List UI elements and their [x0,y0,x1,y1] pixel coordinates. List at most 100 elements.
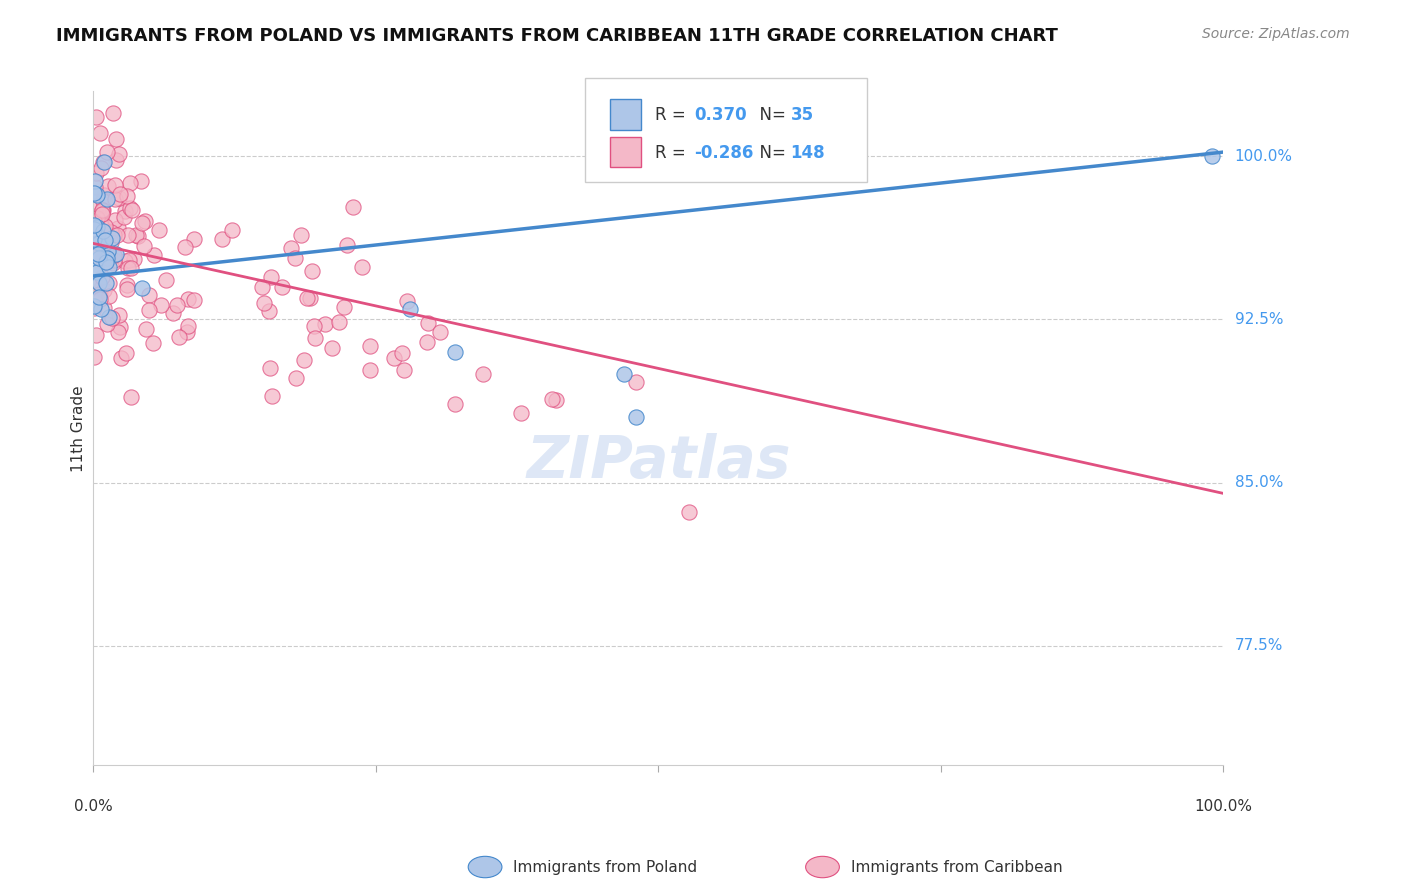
Point [89,292,111,306]
Point [93,283,115,297]
Point [98,248,121,262]
Point [336,238,359,252]
Point [82,219,104,233]
Point [166,298,188,312]
Point [107,221,129,235]
Point [259,304,281,318]
Point [96,192,118,206]
Point [624,376,647,390]
Point [429,326,451,340]
Point [86,219,108,233]
Point [87,247,110,261]
Point [100,225,122,239]
Point [104,213,127,227]
Point [90,207,112,221]
Point [87,290,110,304]
Point [138,302,160,317]
Point [96,318,118,332]
Point [83,222,105,236]
Point [93,233,115,247]
Point [84,199,107,213]
Point [143,248,166,262]
Point [101,231,124,245]
Point [624,410,647,425]
Point [97,252,120,267]
Point [108,191,131,205]
Point [87,207,110,221]
Point [135,322,157,336]
Point [304,319,326,334]
Point [108,319,131,334]
Point [84,110,107,124]
Point [290,227,312,242]
Text: -0.286: -0.286 [695,144,754,161]
Text: Immigrants from Poland: Immigrants from Poland [513,860,697,874]
Point [98,226,121,240]
Point [125,227,148,242]
Point [395,293,418,308]
Point [105,132,128,146]
Point [108,187,131,202]
Point [83,186,105,201]
Point [105,228,128,243]
Point [131,216,153,230]
Point [173,240,195,254]
Point [105,247,128,261]
Point [91,202,114,217]
Point [90,301,112,316]
Point [295,291,318,305]
Point [103,253,125,268]
Point [93,301,115,316]
Point [510,406,533,420]
Point [176,325,198,339]
Point [86,265,108,279]
Text: IMMIGRANTS FROM POLAND VS IMMIGRANTS FROM CARIBBEAN 11TH GRADE CORRELATION CHART: IMMIGRANTS FROM POLAND VS IMMIGRANTS FRO… [56,27,1059,45]
Point [398,301,420,316]
Point [83,218,105,232]
FancyBboxPatch shape [585,78,868,182]
Point [221,223,243,237]
Point [108,308,131,322]
Point [280,241,302,255]
Point [90,212,112,227]
Point [120,391,142,405]
Point [114,204,136,219]
Point [98,260,121,274]
Point [115,188,138,202]
Text: R =: R = [655,106,690,124]
Point [86,188,108,202]
Point [613,367,636,381]
Point [89,251,111,265]
Point [391,345,413,359]
Point [83,299,105,313]
Point [155,273,177,287]
Point [183,293,205,308]
Point [321,341,343,355]
Point [382,351,405,365]
Point [304,331,326,345]
Point [83,231,105,245]
Point [392,363,415,377]
Point [118,176,141,190]
Point [260,389,283,403]
Point [98,277,121,291]
Text: 85.0%: 85.0% [1234,475,1282,490]
Point [117,228,139,243]
Point [270,280,292,294]
Text: N=: N= [749,106,790,124]
Point [115,346,138,360]
Point [284,252,307,266]
Point [167,330,190,344]
Point [84,260,107,275]
Point [90,203,112,218]
Text: 35: 35 [790,106,814,124]
Text: 92.5%: 92.5% [1234,312,1284,327]
Point [142,336,165,351]
Point [83,275,105,289]
Point [89,252,111,267]
Point [328,315,350,329]
Point [416,316,439,330]
Point [314,317,336,331]
Point [83,350,105,364]
Point [299,291,322,305]
